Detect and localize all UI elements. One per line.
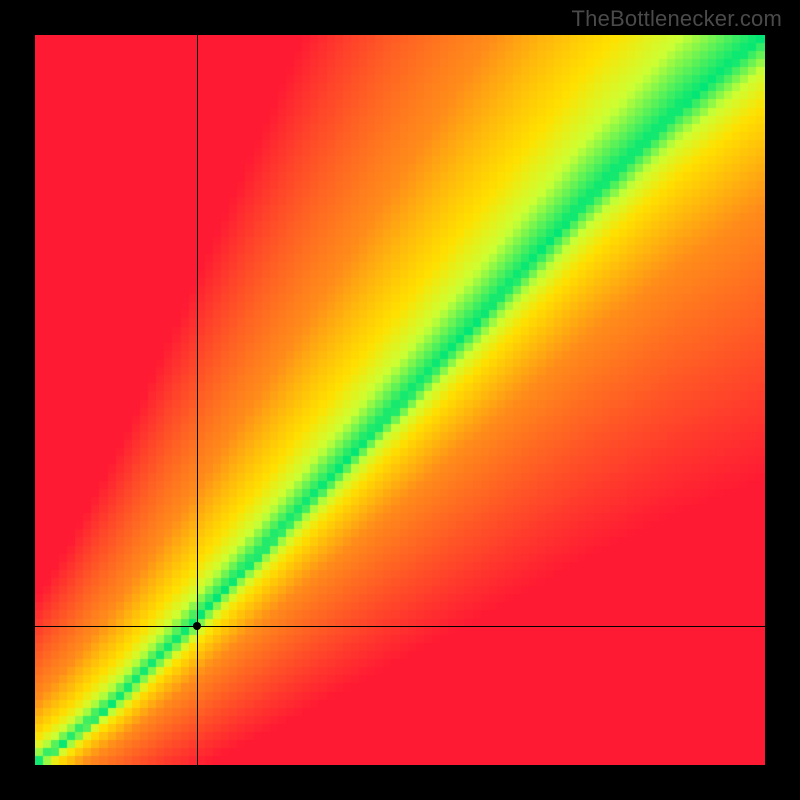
- chart-container: TheBottlenecker.com: [0, 0, 800, 800]
- watermark-text: TheBottlenecker.com: [572, 6, 782, 32]
- crosshair-vertical: [197, 35, 198, 765]
- crosshair-horizontal: [35, 626, 765, 627]
- crosshair-marker-dot: [193, 622, 201, 630]
- heatmap-canvas: [35, 35, 765, 765]
